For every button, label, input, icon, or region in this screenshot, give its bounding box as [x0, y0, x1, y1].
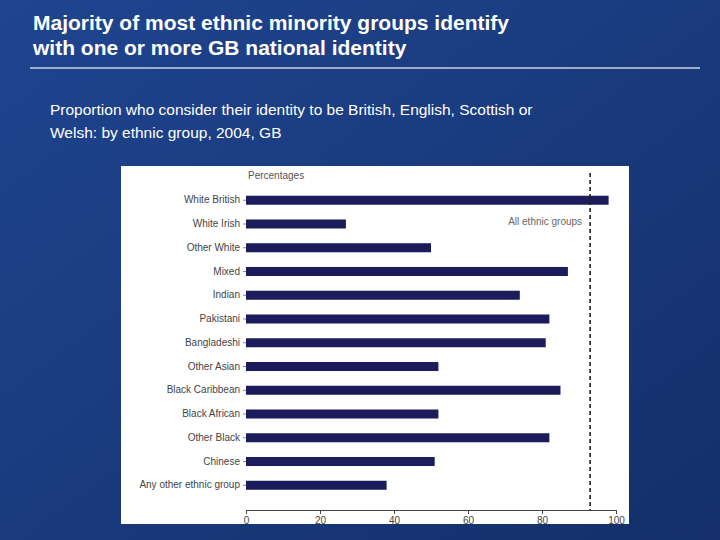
tick-mark	[243, 318, 246, 319]
tick-mark	[243, 271, 246, 272]
tick-label: 100	[608, 515, 625, 526]
bar	[246, 219, 346, 228]
tick-label: 60	[463, 515, 475, 526]
tick: Pakistani	[199, 313, 246, 324]
tick-label: Black African	[182, 408, 240, 419]
tick: 40	[389, 510, 401, 526]
tick: Other Black	[188, 432, 246, 443]
tick-mark	[246, 510, 247, 514]
tick-mark	[243, 223, 246, 224]
tick: 20	[315, 510, 327, 526]
tick-mark	[542, 510, 543, 514]
tick-label: Bangladeshi	[185, 337, 240, 348]
y-axis: White British White Irish Other White Mixed…	[139, 194, 246, 490]
bar	[246, 386, 561, 395]
tick-label: 0	[244, 515, 250, 526]
bar	[246, 267, 568, 276]
tick: Chinese	[203, 456, 246, 467]
axis-title: Percentages	[248, 170, 304, 181]
tick-mark	[243, 342, 246, 343]
tick: Any other ethnic group	[139, 479, 246, 490]
tick-label: Other Asian	[188, 361, 240, 372]
tick-label: Any other ethnic group	[139, 479, 240, 490]
tick: Mixed	[213, 266, 246, 277]
plot-area	[246, 173, 609, 510]
tick-label: White Irish	[193, 218, 240, 229]
reference-line	[589, 173, 591, 510]
slide: Majority of most ethnic minority groups …	[0, 0, 720, 540]
tick-mark	[243, 247, 246, 248]
axis-line	[247, 511, 617, 515]
tick: White Irish	[193, 218, 246, 229]
tick: White British	[184, 194, 246, 205]
tick-mark	[243, 295, 246, 296]
tick: Black Caribbean	[167, 384, 246, 395]
tick: Other White	[187, 242, 246, 253]
tick-mark	[394, 510, 395, 514]
tick-mark	[320, 510, 321, 514]
bar	[246, 362, 438, 371]
tick: 80	[537, 510, 549, 526]
tick-mark	[243, 437, 246, 438]
bar	[246, 314, 549, 323]
bar	[246, 457, 435, 466]
tick-label: White British	[184, 194, 240, 205]
tick-mark	[243, 390, 246, 391]
tick: Black African	[182, 408, 246, 419]
title-rule	[30, 67, 700, 69]
tick: Indian	[213, 289, 246, 300]
bar	[246, 291, 520, 300]
tick-label: Mixed	[213, 266, 240, 277]
tick-label: Other Black	[188, 432, 241, 443]
subtitle: Proportion who consider their identity t…	[50, 101, 532, 141]
bar	[246, 338, 546, 347]
tick-mark	[616, 510, 617, 514]
tick: Bangladeshi	[185, 337, 246, 348]
tick: 100	[608, 510, 625, 526]
tick-label: Chinese	[203, 456, 240, 467]
tick-label: Indian	[213, 289, 240, 300]
title: Majority of most ethnic minority groups …	[32, 11, 509, 59]
bar	[246, 409, 438, 418]
tick: 0	[244, 510, 250, 526]
tick-mark	[243, 414, 246, 415]
tick-label: 80	[537, 515, 549, 526]
tick-label: Pakistani	[199, 313, 240, 324]
x-axis: 0 20 40 60 80 100	[244, 510, 626, 526]
tick: Other Asian	[188, 361, 246, 372]
tick-mark	[243, 485, 246, 486]
tick-mark	[243, 366, 246, 367]
tick: 60	[463, 510, 475, 526]
bar	[246, 196, 609, 205]
tick-label: 40	[389, 515, 401, 526]
background	[0, 0, 720, 540]
bar	[246, 481, 387, 490]
bar	[246, 433, 549, 442]
tick-mark	[468, 510, 469, 514]
bar	[246, 243, 431, 252]
tick-mark	[243, 461, 246, 462]
chart-panel	[121, 166, 629, 524]
tick-label: Black Caribbean	[167, 384, 240, 395]
annotation: All ethnic groups	[508, 216, 582, 227]
tick-label: Other White	[187, 242, 241, 253]
tick-mark	[243, 200, 246, 201]
tick-label: 20	[315, 515, 327, 526]
